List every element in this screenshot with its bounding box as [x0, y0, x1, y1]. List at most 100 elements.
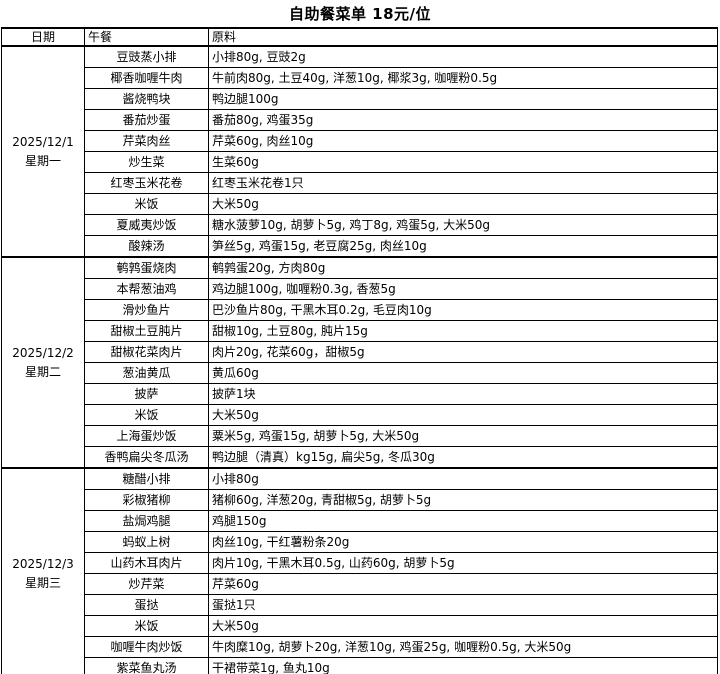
ingredients-cell: 牛前肉80g, 土豆40g, 洋葱10g, 椰浆3g, 咖喱粉0.5g	[208, 67, 718, 89]
ingredients-cell: 大米50g	[208, 615, 718, 637]
dish-cell: 蚂蚁上树	[84, 531, 209, 553]
ingredients-cell: 猪柳60g, 洋葱20g, 青甜椒5g, 胡萝卜5g	[208, 489, 718, 511]
ingredients-cell: 鹌鹑蛋20g, 方肉80g	[208, 256, 718, 279]
dish-cell: 鹌鹑蛋烧肉	[84, 256, 209, 279]
menu-row: 芹菜肉丝 芹菜60g, 肉丝10g	[2, 130, 718, 152]
menu-row: 山药木耳肉片 肉片10g, 干黑木耳0.5g, 山药60g, 胡萝卜5g	[2, 552, 718, 574]
ingredients-cell: 肉片10g, 干黑木耳0.5g, 山药60g, 胡萝卜5g	[208, 552, 718, 574]
ingredients-cell: 笋丝5g, 鸡蛋15g, 老豆腐25g, 肉丝10g	[208, 235, 718, 258]
menu-row: 酱烧鸭块 鸭边腿100g	[2, 88, 718, 110]
date-cell: 2025/12/3 星期三	[1, 467, 85, 674]
menu-row: 甜椒土豆肫片 甜椒10g, 土豆80g, 肫片15g	[2, 320, 718, 342]
menu-row: 2025/12/2 星期二 鹌鹑蛋烧肉 鹌鹑蛋20g, 方肉80g	[1, 256, 718, 469]
menu-row: 炒生菜 生菜60g	[2, 151, 718, 173]
dish-cell: 香鸭扁尖冬瓜汤	[84, 446, 209, 469]
dish-cell: 葱油黄瓜	[84, 362, 209, 384]
header-row: 日期 午餐 原料	[1, 27, 718, 47]
dish-cell: 上海蛋炒饭	[84, 425, 209, 447]
menu-table-body: 2025/12/1 星期一 豆豉蒸小排 小排80g, 豆豉2g 椰香咖喱牛肉 牛前肉80g…	[1, 45, 718, 674]
menu-row: 葱油黄瓜 黄瓜60g	[2, 362, 718, 384]
ingredients-cell: 鸭边腿（清真）kg15g, 扁尖5g, 冬瓜30g	[208, 446, 718, 469]
menu-row: 甜椒花菜肉片 肉片20g, 花菜60g，甜椒5g	[2, 341, 718, 363]
ingredients-cell: 肉丝10g, 干红薯粉条20g	[208, 531, 718, 553]
dish-cell: 酱烧鸭块	[84, 88, 209, 110]
ingredients-cell: 红枣玉米花卷1只	[208, 172, 718, 194]
menu-row: 米饭 大米50g	[2, 404, 718, 426]
menu-row: 披萨 披萨1块	[2, 383, 718, 405]
dish-cell: 炒生菜	[84, 151, 209, 173]
menu-row: 盐焗鸡腿 鸡腿150g	[2, 510, 718, 532]
menu-row: 本帮葱油鸡 鸡边腿100g, 咖喱粉0.3g, 香葱5g	[2, 278, 718, 300]
header-ingredients: 原料	[208, 27, 718, 47]
ingredients-cell: 生菜60g	[208, 151, 718, 173]
dish-cell: 披萨	[84, 383, 209, 405]
date-cell: 2025/12/1 星期一	[1, 45, 85, 258]
dish-cell: 酸辣汤	[84, 235, 209, 258]
ingredients-cell: 肉片20g, 花菜60g，甜椒5g	[208, 341, 718, 363]
header-date: 日期	[1, 27, 85, 47]
ingredients-cell: 粟米5g, 鸡蛋15g, 胡萝卜5g, 大米50g	[208, 425, 718, 447]
header-lunch: 午餐	[84, 27, 209, 47]
ingredients-cell: 巴沙鱼片80g, 干黑木耳0.2g, 毛豆肉10g	[208, 299, 718, 321]
ingredients-cell: 黄瓜60g	[208, 362, 718, 384]
menu-row: 米饭 大米50g	[2, 193, 718, 215]
menu-row: 滑炒鱼片 巴沙鱼片80g, 干黑木耳0.2g, 毛豆肉10g	[2, 299, 718, 321]
dish-cell: 芹菜肉丝	[84, 130, 209, 152]
dish-cell: 夏威夷炒饭	[84, 214, 209, 236]
menu-row: 红枣玉米花卷 红枣玉米花卷1只	[2, 172, 718, 194]
table-header: 日期 午餐 原料	[1, 27, 718, 47]
dish-cell: 盐焗鸡腿	[84, 510, 209, 532]
ingredients-cell: 牛肉糜10g, 胡萝卜20g, 洋葱10g, 鸡蛋25g, 咖喱粉0.5g, 大…	[208, 636, 718, 658]
ingredients-cell: 芹菜60g, 肉丝10g	[208, 130, 718, 152]
dish-cell: 山药木耳肉片	[84, 552, 209, 574]
menu-row: 椰香咖喱牛肉 牛前肉80g, 土豆40g, 洋葱10g, 椰浆3g, 咖喱粉0.5…	[2, 67, 718, 89]
ingredients-cell: 鸭边腿100g	[208, 88, 718, 110]
dish-cell: 红枣玉米花卷	[84, 172, 209, 194]
dish-cell: 蛋挞	[84, 594, 209, 616]
menu-row: 2025/12/1 星期一 豆豉蒸小排 小排80g, 豆豉2g	[1, 45, 718, 258]
dish-cell: 炒芹菜	[84, 573, 209, 595]
date-text: 2025/12/1	[12, 134, 74, 149]
menu-row: 2025/12/3 星期三 糖醋小排 小排80g	[1, 467, 718, 674]
menu-row: 蛋挞 蛋挞1只	[2, 594, 718, 616]
menu-row: 炒芹菜 芹菜60g	[2, 573, 718, 595]
menu-row: 彩椒猪柳 猪柳60g, 洋葱20g, 青甜椒5g, 胡萝卜5g	[2, 489, 718, 511]
menu-row: 蚂蚁上树 肉丝10g, 干红薯粉条20g	[2, 531, 718, 553]
dish-cell: 米饭	[84, 193, 209, 215]
dish-cell: 豆豉蒸小排	[84, 45, 209, 68]
date-cell: 2025/12/2 星期二	[1, 256, 85, 469]
weekday-text: 星期二	[24, 364, 61, 379]
date-text: 2025/12/2	[12, 345, 74, 360]
dish-cell: 本帮葱油鸡	[84, 278, 209, 300]
menu-row: 米饭 大米50g	[2, 615, 718, 637]
ingredients-cell: 干裙带菜1g, 鱼丸10g	[208, 657, 718, 674]
dish-cell: 椰香咖喱牛肉	[84, 67, 209, 89]
ingredients-cell: 糖水菠萝10g, 胡萝卜5g, 鸡丁8g, 鸡蛋5g, 大米50g	[208, 214, 718, 236]
ingredients-cell: 大米50g	[208, 193, 718, 215]
menu-row: 咖喱牛肉炒饭 牛肉糜10g, 胡萝卜20g, 洋葱10g, 鸡蛋25g, 咖喱粉0…	[2, 636, 718, 658]
menu-row: 夏威夷炒饭 糖水菠萝10g, 胡萝卜5g, 鸡丁8g, 鸡蛋5g, 大米50g	[2, 214, 718, 236]
menu-row: 紫菜鱼丸汤 干裙带菜1g, 鱼丸10g	[2, 657, 718, 674]
dish-cell: 甜椒土豆肫片	[84, 320, 209, 342]
ingredients-cell: 鸡腿150g	[208, 510, 718, 532]
ingredients-cell: 大米50g	[208, 404, 718, 426]
dish-cell: 米饭	[84, 615, 209, 637]
dish-cell: 咖喱牛肉炒饭	[84, 636, 209, 658]
menu-row: 上海蛋炒饭 粟米5g, 鸡蛋15g, 胡萝卜5g, 大米50g	[2, 425, 718, 447]
menu-row: 番茄炒蛋 番茄80g, 鸡蛋35g	[2, 109, 718, 131]
ingredients-cell: 芹菜60g	[208, 573, 718, 595]
dish-cell: 米饭	[84, 404, 209, 426]
ingredients-cell: 小排80g	[208, 467, 718, 490]
ingredients-cell: 甜椒10g, 土豆80g, 肫片15g	[208, 320, 718, 342]
dish-cell: 甜椒花菜肉片	[84, 341, 209, 363]
dish-cell: 糖醋小排	[84, 467, 209, 490]
menu-table: 日期 午餐 原料 2025/12/1 星期一 豆豉蒸小排 小排80g, 豆豉2g 椰香咖…	[1, 27, 718, 674]
dish-cell: 滑炒鱼片	[84, 299, 209, 321]
dish-cell: 紫菜鱼丸汤	[84, 657, 209, 674]
weekday-text: 星期一	[24, 153, 61, 168]
page-title: 自助餐菜单 18元/位	[288, 5, 432, 23]
dish-cell: 番茄炒蛋	[84, 109, 209, 131]
ingredients-cell: 番茄80g, 鸡蛋35g	[208, 109, 718, 131]
dish-cell: 彩椒猪柳	[84, 489, 209, 511]
